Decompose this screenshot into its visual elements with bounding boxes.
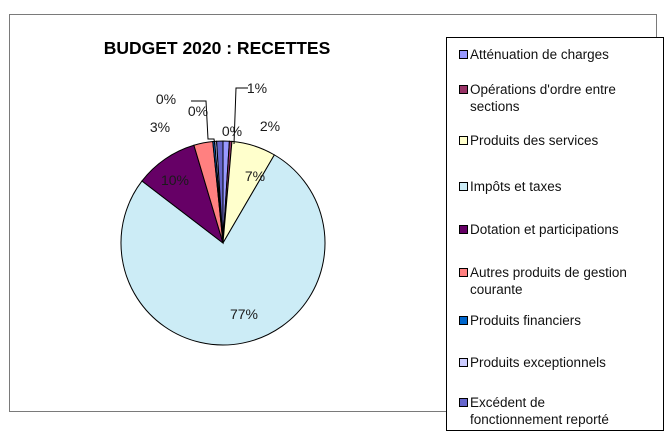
legend-item: Produits financiers <box>459 312 663 329</box>
legend-item: Excédent de fonctionnement reporté <box>459 394 663 428</box>
pie-slice <box>120 154 326 346</box>
legend-label: courante <box>470 282 523 297</box>
pie-slice-label: 3% <box>150 119 170 135</box>
legend-label: Atténuation de charges <box>470 47 609 62</box>
legend-label: fonctionnement reporté <box>470 412 609 427</box>
legend-swatch <box>459 358 468 367</box>
legend-label: Opérations d'ordre entre <box>470 82 616 97</box>
pie-slice-label: 7% <box>245 168 265 184</box>
pie-slice-label: 0% <box>156 91 176 107</box>
legend-item: Dotation et participations <box>459 221 663 238</box>
legend-label: Impôts et taxes <box>470 179 562 194</box>
legend-item: Autres produits de gestion courante <box>459 264 663 298</box>
legend-label: Excédent de <box>470 395 546 410</box>
chart-frame: BUDGET 2020 : RECETTES 1% 0% 7% 77% 10% 3% 0% 0… <box>9 14 664 431</box>
legend-label: Produits financiers <box>470 313 582 328</box>
legend-label: Produits exceptionnels <box>470 355 606 370</box>
legend-label: Dotation et participations <box>470 222 619 237</box>
pie-slice-label: 0% <box>222 123 242 139</box>
pie-slice <box>216 140 224 244</box>
legend-label: sections <box>470 99 520 114</box>
pie-slice-label: 0% <box>188 103 208 119</box>
legend-item: Atténuation de charges <box>459 46 663 63</box>
leader-line <box>233 87 248 145</box>
pie-slice-label: 77% <box>230 306 258 322</box>
legend-item: Opérations d'ordre entre sections <box>459 81 663 115</box>
pie-slice-label: 1% <box>247 80 267 96</box>
pie-slice-label: 10% <box>161 172 189 188</box>
legend-item: Impôts et taxes <box>459 178 663 195</box>
legend-swatch <box>459 225 468 234</box>
legend-swatch <box>459 268 468 277</box>
legend-item: Produits des services <box>459 132 663 149</box>
legend-swatch <box>459 136 468 145</box>
legend-swatch <box>459 85 468 94</box>
legend-swatch <box>459 50 468 59</box>
pie-slice-label: 2% <box>260 118 280 134</box>
legend-swatch <box>459 398 468 407</box>
legend-label: Produits des services <box>470 133 599 148</box>
legend-swatch <box>459 182 468 191</box>
legend-label: Autres produits de gestion <box>470 265 627 280</box>
chart-legend: Atténuation de charges Opérations d'ordre… <box>446 37 664 431</box>
pie-chart: BUDGET 2020 : RECETTES 1% 0% 7% 77% 10% 3% 0% 0… <box>104 38 331 346</box>
legend-item: Produits exceptionnels <box>459 354 663 371</box>
legend-swatch <box>459 316 468 325</box>
chart-title: BUDGET 2020 : RECETTES <box>104 38 331 58</box>
leader-line <box>191 100 216 147</box>
